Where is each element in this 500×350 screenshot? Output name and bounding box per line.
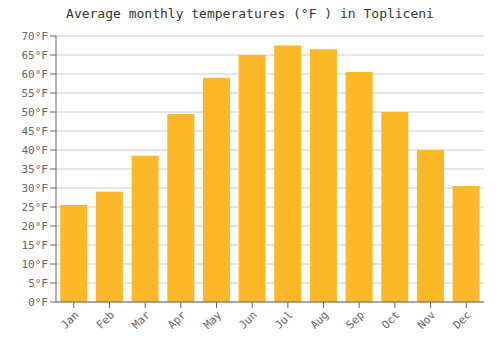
svg-text:Jan: Jan <box>58 308 81 331</box>
svg-text:Oct: Oct <box>379 308 402 331</box>
svg-text:Aug: Aug <box>308 308 331 331</box>
svg-text:65°F: 65°F <box>22 49 49 62</box>
svg-text:May: May <box>201 308 225 332</box>
svg-text:Jul: Jul <box>272 308 295 331</box>
svg-text:25°F: 25°F <box>22 201 49 214</box>
svg-text:60°F: 60°F <box>22 68 49 81</box>
svg-text:70°F: 70°F <box>22 30 49 43</box>
svg-text:50°F: 50°F <box>22 106 49 119</box>
svg-text:Nov: Nov <box>415 308 439 332</box>
svg-text:0°F: 0°F <box>28 296 48 309</box>
svg-text:45°F: 45°F <box>22 125 49 138</box>
svg-text:10°F: 10°F <box>22 258 49 271</box>
html-text:Average monthly temperatures (: Average monthly temperatures (°F ) in To… <box>66 6 434 21</box>
svg-text:Sep: Sep <box>344 308 367 331</box>
svg-text:20°F: 20°F <box>22 220 49 233</box>
svg-text:Feb: Feb <box>94 308 117 331</box>
svg-text:30°F: 30°F <box>22 182 49 195</box>
svg-text:Apr: Apr <box>165 308 189 332</box>
svg-text:40°F: 40°F <box>22 144 49 157</box>
svg-text:Jun: Jun <box>237 308 260 331</box>
svg-text:35°F: 35°F <box>22 163 49 176</box>
svg-text:55°F: 55°F <box>22 87 49 100</box>
svg-text:15°F: 15°F <box>22 239 49 252</box>
svg-text:5°F: 5°F <box>28 277 48 290</box>
svg-text:Mar: Mar <box>130 308 154 332</box>
svg-text:Dec: Dec <box>451 308 474 331</box>
